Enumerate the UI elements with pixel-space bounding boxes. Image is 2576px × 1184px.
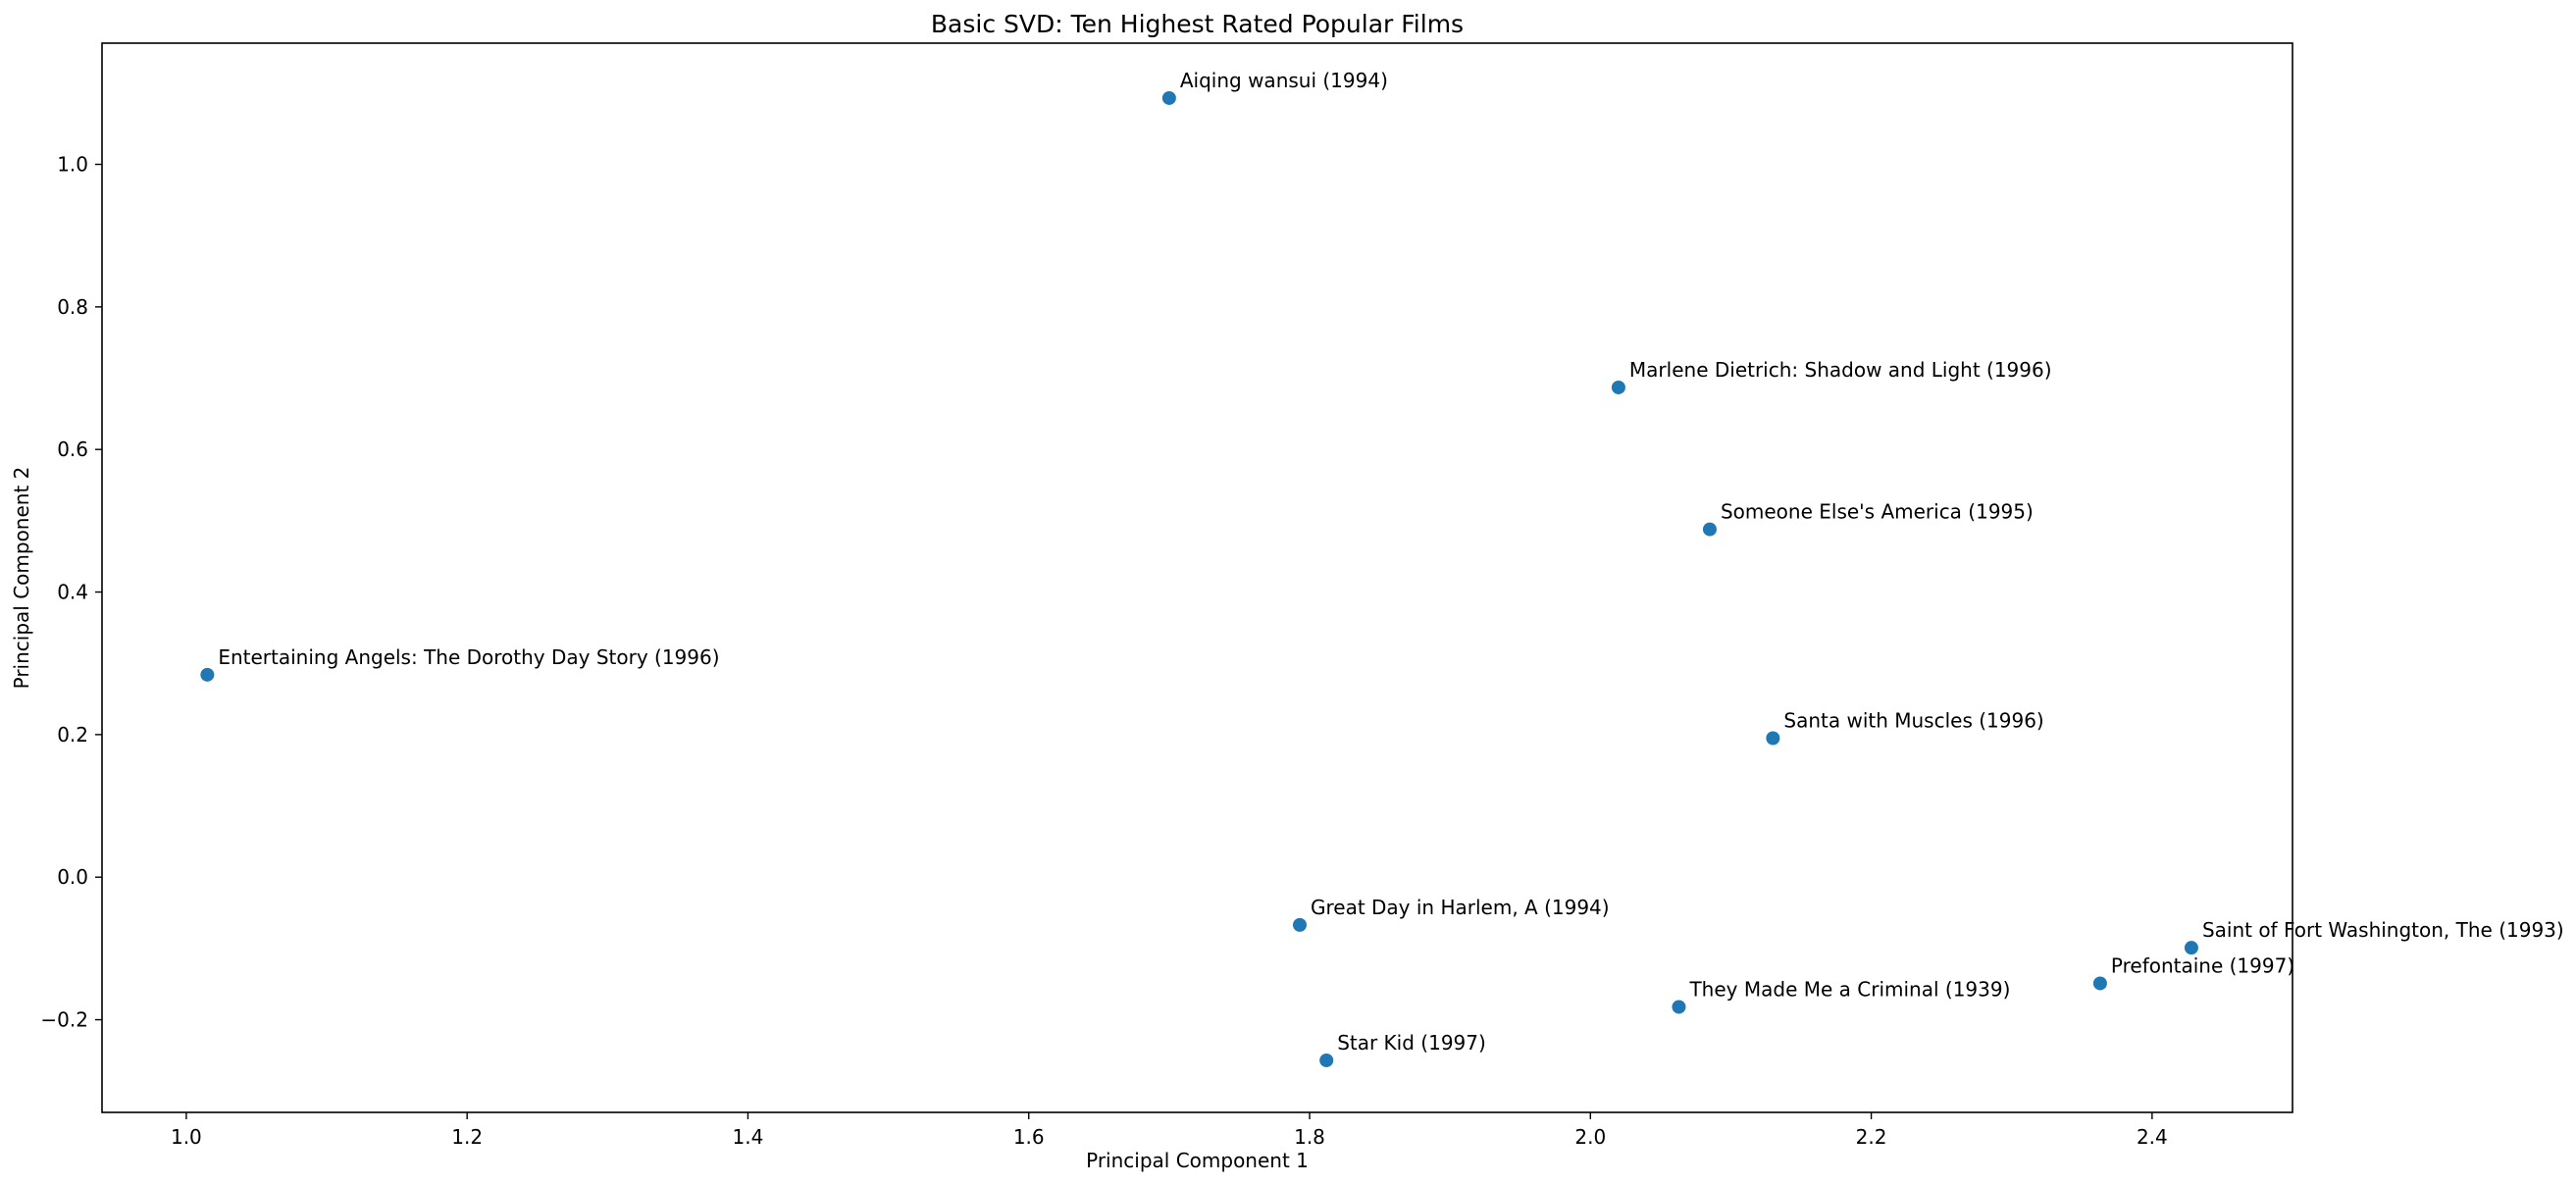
data-point — [1766, 731, 1780, 746]
chart-title: Basic SVD: Ten Highest Rated Popular Fil… — [931, 10, 1464, 38]
y-axis: −0.2 0.0 0.2 0.4 0.6 0.8 1.0 — [40, 153, 102, 1032]
y-axis-label: Principal Component 2 — [10, 467, 33, 690]
data-point-label: Entertaining Angels: The Dorothy Day Sto… — [218, 645, 719, 669]
data-point — [1702, 522, 1717, 537]
y-tick-label: 1.0 — [57, 153, 88, 177]
data-point — [1611, 380, 1625, 394]
x-tick-label: 1.8 — [1294, 1125, 1325, 1149]
data-point-label: Santa with Muscles (1996) — [1783, 709, 2043, 733]
x-tick-label: 2.0 — [1574, 1125, 1606, 1149]
data-point-label: Prefontaine (1997) — [2111, 953, 2294, 977]
y-tick-label: 0.6 — [57, 438, 88, 461]
x-tick-label: 2.2 — [1856, 1125, 1887, 1149]
data-point-label: Saint of Fort Washington, The (1993) — [2202, 918, 2564, 942]
x-axis-label: Principal Component 1 — [1086, 1149, 1309, 1172]
x-tick-label: 1.6 — [1013, 1125, 1045, 1149]
data-point-label: Aiqing wansui (1994) — [1180, 69, 1388, 92]
data-point — [1292, 917, 1307, 932]
data-point — [1161, 90, 1176, 105]
y-tick-label: 0.0 — [57, 865, 88, 889]
data-point — [2184, 941, 2198, 955]
plot-frame — [101, 42, 2293, 1113]
y-tick-label: 0.8 — [57, 295, 88, 319]
data-point — [1672, 1000, 1686, 1014]
data-point — [200, 667, 215, 682]
data-point-label: Star Kid (1997) — [1337, 1031, 1486, 1055]
data-points: Aiqing wansui (1994) Marlene Dietrich: Sh… — [200, 69, 2564, 1067]
y-tick-label: 0.4 — [57, 581, 88, 604]
data-point-label: They Made Me a Criminal (1939) — [1688, 977, 2010, 1001]
x-tick-label: 1.0 — [171, 1125, 202, 1149]
data-point-label: Great Day in Harlem, A (1994) — [1311, 896, 1610, 919]
y-tick-label: −0.2 — [40, 1008, 88, 1032]
x-tick-label: 1.2 — [451, 1125, 483, 1149]
y-tick-label: 0.2 — [57, 723, 88, 746]
x-tick-label: 2.4 — [2137, 1125, 2168, 1149]
data-point — [2092, 976, 2107, 991]
data-point — [1319, 1053, 1334, 1067]
x-axis: 1.0 1.2 1.4 1.6 1.8 2.0 2.2 2.4 — [171, 1112, 2168, 1149]
data-point-label: Marlene Dietrich: Shadow and Light (1996… — [1629, 358, 2052, 382]
data-point-label: Someone Else's America (1995) — [1721, 500, 2034, 524]
x-tick-label: 1.4 — [733, 1125, 764, 1149]
